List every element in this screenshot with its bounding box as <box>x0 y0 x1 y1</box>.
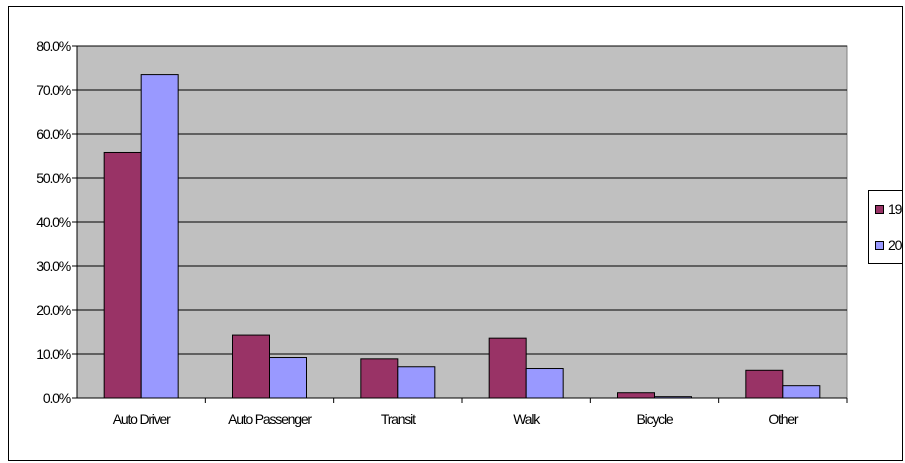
legend-label-series-2: 200 <box>888 237 902 253</box>
bar-series-1-1 <box>232 334 270 399</box>
x-category-label: Bicycle <box>637 411 674 427</box>
bar-series-1-3 <box>488 337 527 399</box>
chart-legend: 198 200 <box>868 190 902 264</box>
bar-series-2-0 <box>140 74 179 399</box>
x-category-label: Walk <box>513 411 541 427</box>
bar-series-2-2 <box>397 366 436 399</box>
y-tick-label: 60.0% <box>36 126 70 142</box>
bar-series-1-2 <box>360 358 399 399</box>
legend-item-series-2: 200 <box>875 237 902 253</box>
x-category-label: Other <box>768 411 799 427</box>
legend-label-series-1: 198 <box>888 201 902 217</box>
bar-series-1-0 <box>103 151 142 399</box>
legend-item-series-1: 198 <box>875 201 902 217</box>
bar-series-2-3 <box>525 368 564 399</box>
legend-swatch-series-2 <box>875 240 884 250</box>
y-tick-label: 10.0% <box>36 346 70 362</box>
legend-swatch-series-1 <box>875 204 884 214</box>
y-tick-label: 80.0% <box>36 38 70 54</box>
bar-chart: 0.0% 10.0% 20.0% 30.0% 40.0% 50.0% 60.0% 70.0% 8… <box>36 38 848 427</box>
bar-series-2-1 <box>269 357 307 399</box>
y-tick-label: 50.0% <box>36 170 70 186</box>
chart-frame: 0.0% 10.0% 20.0% 30.0% 40.0% 50.0% 60.0% 70.0% 8… <box>8 6 903 461</box>
y-tick-label: 20.0% <box>36 302 70 318</box>
bar-series-2-5 <box>782 385 821 399</box>
y-tick-label: 0.0% <box>43 390 71 406</box>
x-category-label: Auto Driver <box>113 411 171 427</box>
bar-series-1-4 <box>617 392 655 399</box>
y-tick-label: 70.0% <box>36 82 70 98</box>
y-tick-label: 40.0% <box>36 214 70 230</box>
bar-series-2-4 <box>654 396 692 399</box>
bar-series-1-5 <box>745 369 784 399</box>
x-category-label: Transit <box>381 411 416 427</box>
x-category-label: Auto Passenger <box>228 411 312 427</box>
y-tick-label: 30.0% <box>36 258 70 274</box>
